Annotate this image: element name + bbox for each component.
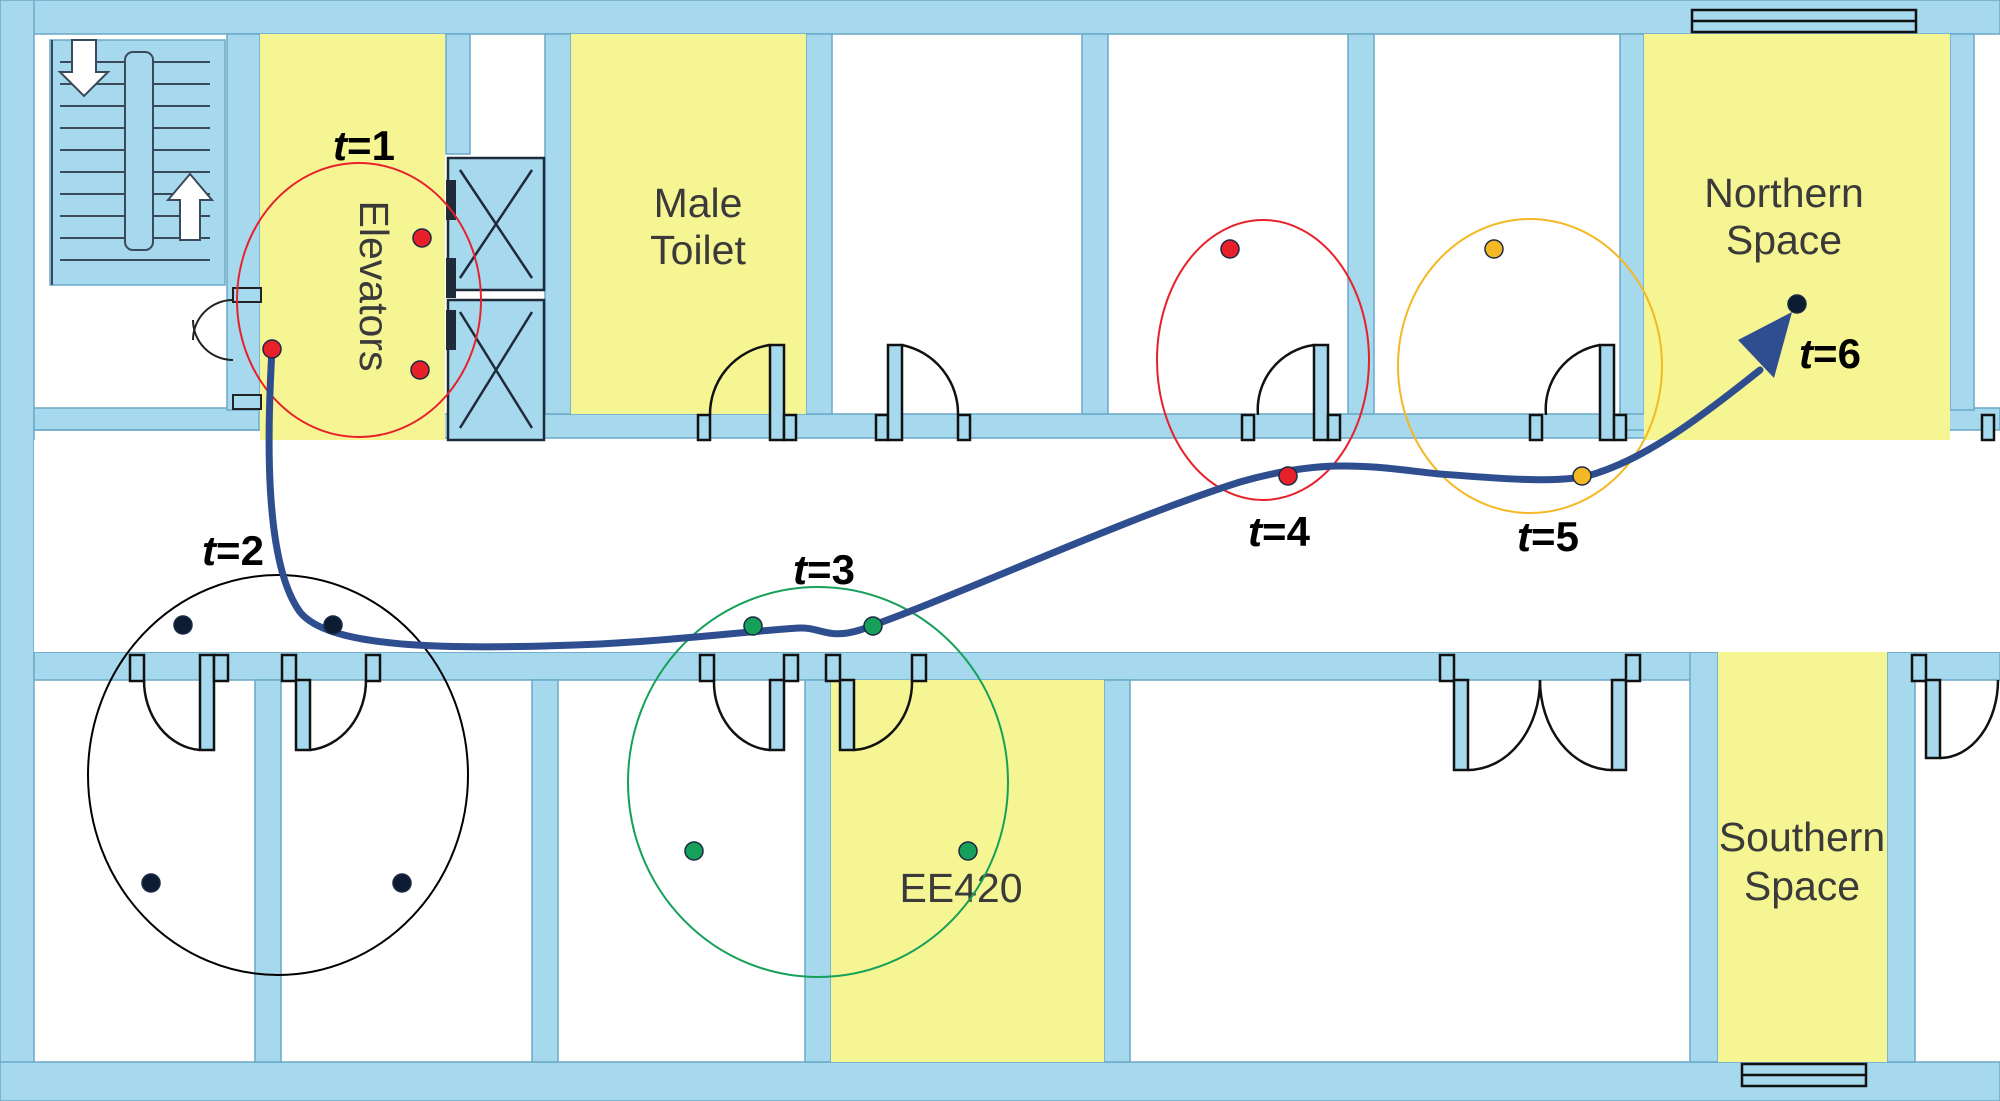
uncertainty-circles	[87, 162, 1663, 978]
corridor	[34, 440, 2000, 652]
circle-t1	[236, 162, 482, 438]
highlighted-rooms	[260, 34, 1950, 1062]
stairwell	[49, 39, 226, 286]
circle-t5	[1397, 218, 1663, 514]
northern-space-room	[1644, 34, 1950, 442]
elevators-label: Elevators	[351, 201, 397, 372]
timestep-label-t1: t=1	[333, 122, 395, 169]
northern-space-label-line1: Northern	[1704, 170, 1864, 216]
stairwell-door	[192, 287, 262, 410]
male-toilet-room	[571, 34, 806, 414]
position-dots	[141, 228, 1807, 893]
northern-space-label-line2: Space	[1726, 217, 1842, 263]
timestep-label-t3: t=3	[793, 546, 855, 593]
male-toilet-label-line2: Toilet	[650, 227, 746, 273]
arrow-down-icon	[57, 39, 111, 98]
southern-space-room	[1718, 652, 1887, 1062]
southern-space-label-line2: Space	[1744, 863, 1860, 909]
circle-t3	[627, 586, 1009, 978]
timestep-label-t5: t=5	[1517, 513, 1579, 560]
timestep-label-t4: t=4	[1248, 508, 1311, 555]
south-doors	[128, 653, 2000, 772]
elevator-shafts	[446, 156, 546, 442]
southern-space-label-line1: Southern	[1719, 814, 1885, 860]
timestep-label-t2: t=2	[202, 527, 264, 574]
arrow-up-icon	[165, 172, 215, 241]
circle-t2	[87, 574, 469, 976]
ee420-label: EE420	[899, 865, 1022, 911]
circle-t4	[1156, 219, 1370, 501]
timestep-label-t6: t=6	[1799, 330, 1861, 377]
trajectory-arrowhead-icon	[1738, 312, 1792, 378]
north-doors	[696, 343, 1996, 442]
windows	[1690, 8, 1918, 1088]
male-toilet-label-line1: Male	[654, 180, 743, 226]
